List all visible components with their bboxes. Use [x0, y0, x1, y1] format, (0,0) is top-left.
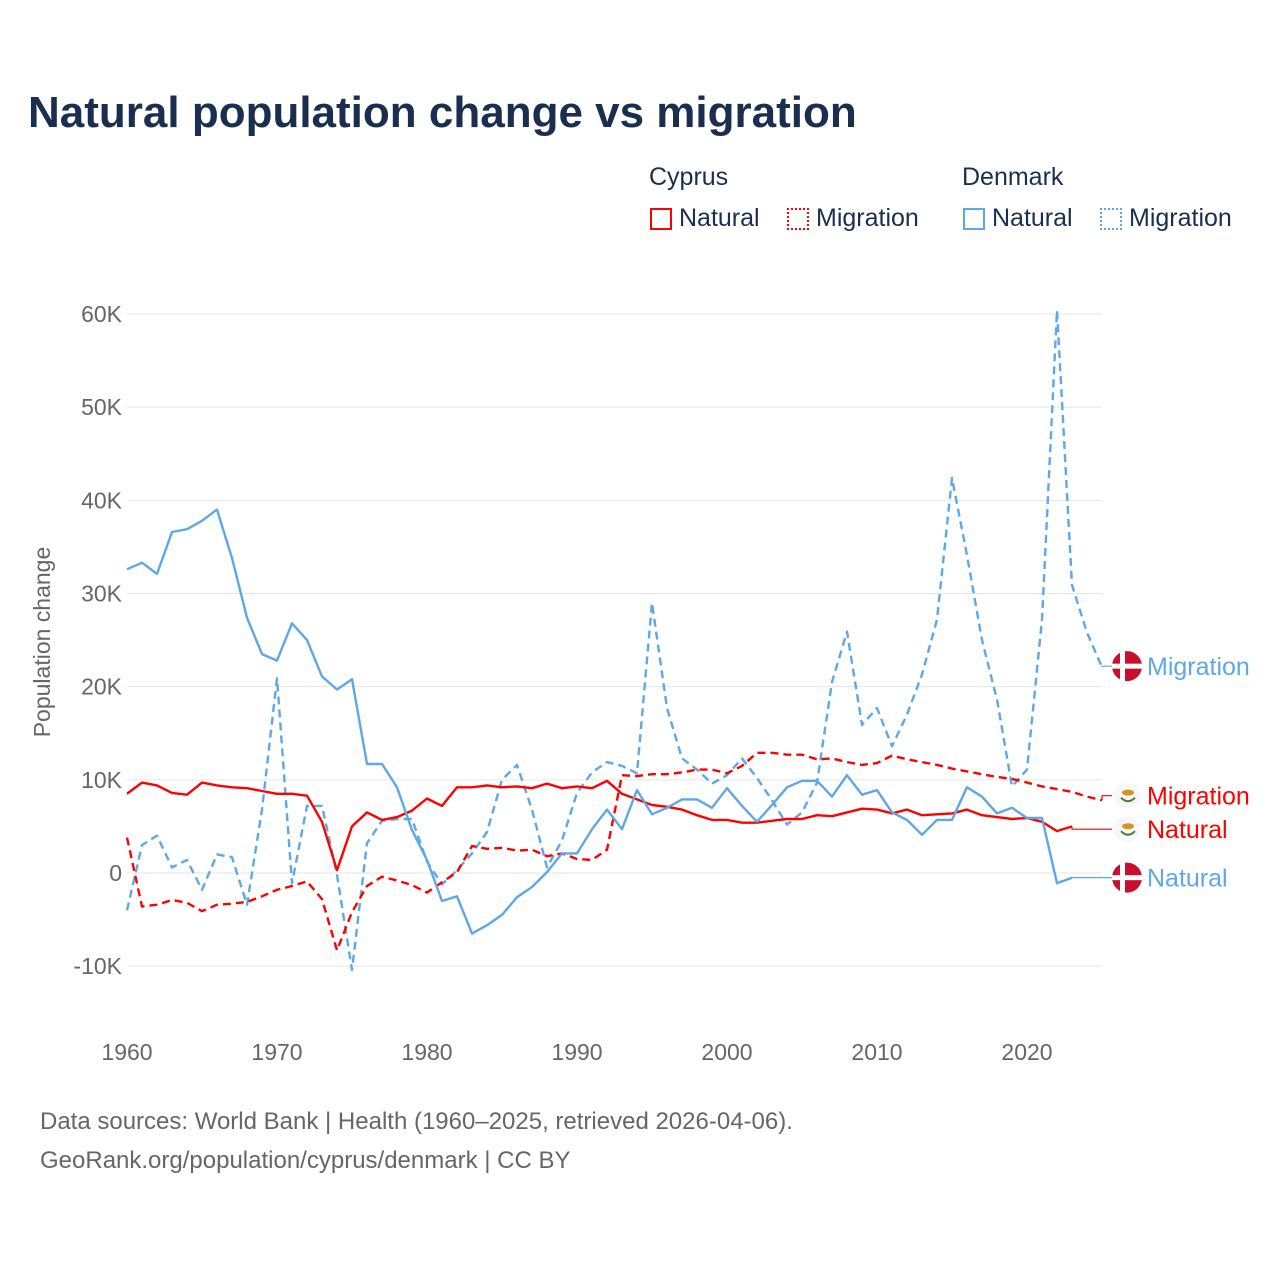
legend-swatch-dotted-icon	[787, 207, 809, 230]
x-tick-label: 1990	[551, 1039, 602, 1065]
y-axis-label: Population change	[29, 547, 55, 738]
cyprus-flag-island	[1122, 823, 1134, 830]
series-end-label: Natural	[1147, 816, 1228, 844]
y-tick-label: 60K	[81, 301, 123, 327]
legend-denmark-natural[interactable]: Natural	[963, 204, 1073, 233]
y-tick-label: 40K	[81, 487, 123, 513]
y-tick-label: 30K	[81, 580, 123, 606]
legend-cyprus-natural[interactable]: Natural	[650, 204, 760, 233]
series-line-denmark-migration	[125, 309, 1104, 972]
legend-swatch-solid-icon	[963, 207, 985, 230]
series-end-label: Migration	[1147, 783, 1250, 811]
legend-label: Migration	[1129, 204, 1232, 232]
denmark-flag-cross	[1120, 862, 1125, 893]
cyprus-flag-island	[1122, 789, 1134, 796]
series-end-label: Migration	[1147, 653, 1250, 681]
legend-denmark-migration[interactable]: Migration	[1100, 204, 1232, 233]
y-tick-label: 0	[109, 860, 122, 886]
legend-label: Migration	[816, 204, 919, 232]
y-tick-label: 20K	[81, 674, 123, 700]
y-tick-label: 10K	[81, 767, 123, 793]
label-leader-line	[1071, 826, 1112, 830]
x-tick-label: 1970	[251, 1039, 302, 1065]
cyprus-flag-olive	[1120, 796, 1136, 803]
series-line-cyprus-migration	[125, 751, 1103, 952]
source-link[interactable]: GeoRank.org/population/cyprus/denmark | …	[40, 1147, 571, 1174]
legend-swatch-solid-icon	[650, 207, 672, 230]
x-tick-label: 2010	[851, 1039, 902, 1065]
legend-group-cyprus: Cyprus	[649, 163, 729, 191]
source-note: Data sources: World Bank | Health (1960–…	[40, 1108, 793, 1135]
label-leader-line	[1101, 665, 1112, 668]
series-line-denmark-natural	[126, 508, 1073, 935]
y-tick-label: -10K	[73, 953, 122, 979]
label-leader-line	[1101, 795, 1112, 801]
cyprus-flag-icon	[1114, 816, 1140, 843]
legend-label: Natural	[679, 204, 760, 232]
x-tick-label: 1960	[101, 1039, 152, 1065]
x-tick-label: 1980	[401, 1039, 452, 1065]
denmark-flag-cross	[1120, 651, 1125, 682]
cyprus-flag-icon	[1114, 782, 1140, 809]
legend-swatch-dotted-icon	[1100, 207, 1122, 230]
cyprus-flag-olive	[1120, 830, 1136, 836]
x-tick-label: 2000	[701, 1039, 752, 1065]
x-tick-label: 2020	[1001, 1039, 1052, 1065]
denmark-flag-cross	[1112, 663, 1142, 669]
chart-title: Natural population change vs migration	[28, 88, 857, 137]
series-line-cyprus-natural	[126, 779, 1073, 872]
legend-label: Natural	[992, 204, 1073, 232]
denmark-flag-cross	[1112, 875, 1142, 881]
legend-group-denmark: Denmark	[962, 163, 1064, 191]
y-tick-label: 50K	[81, 394, 123, 420]
series-end-label: Natural	[1147, 865, 1228, 893]
legend-cyprus-migration[interactable]: Migration	[787, 204, 919, 233]
